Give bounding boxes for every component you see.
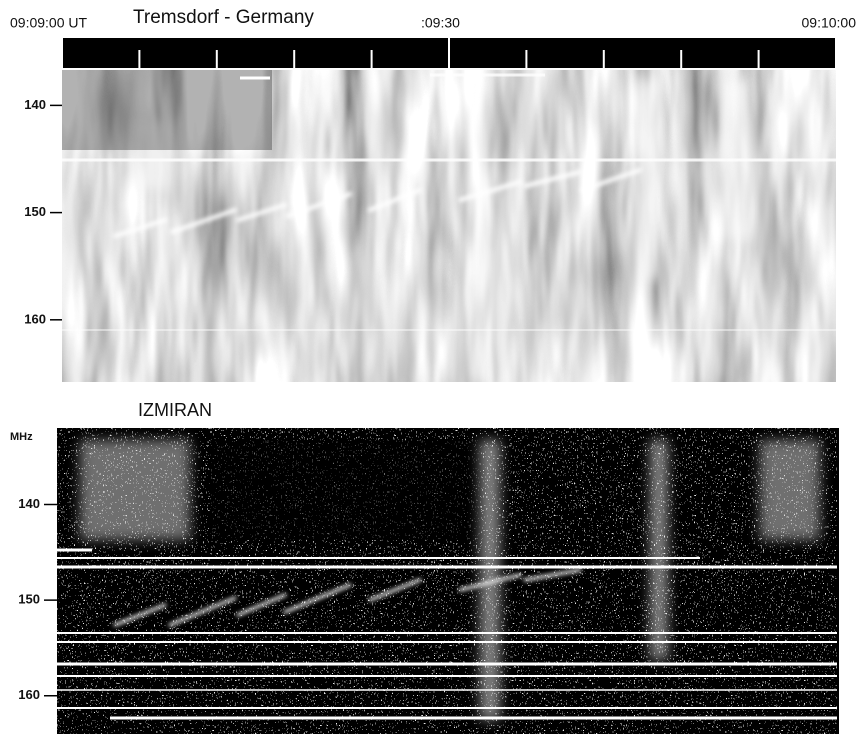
x-tick-label: :09:30 xyxy=(421,15,460,31)
interference-lines xyxy=(57,548,838,720)
izmiran-spectrogram xyxy=(57,428,839,734)
y-tick-label: 160 xyxy=(24,311,46,326)
y-tick-label: 150 xyxy=(18,592,40,607)
chart-title: Tremsdorf - Germany xyxy=(133,7,314,28)
drift-bursts xyxy=(113,568,582,627)
drift-bursts xyxy=(113,168,642,238)
y-axis-label: MHz xyxy=(10,431,33,443)
y-tick-label: 140 xyxy=(18,496,40,511)
y-tick-label: 140 xyxy=(24,97,46,112)
x-tick-label: 09:10:00 xyxy=(802,15,857,31)
x-tick-label: 09:09:00 UT xyxy=(10,15,87,31)
y-tick-label: 150 xyxy=(24,204,46,219)
tremsdorf-spectrogram xyxy=(62,38,836,382)
y-tick-label: 160 xyxy=(18,687,40,702)
chart-title: IZMIRAN xyxy=(138,400,212,420)
